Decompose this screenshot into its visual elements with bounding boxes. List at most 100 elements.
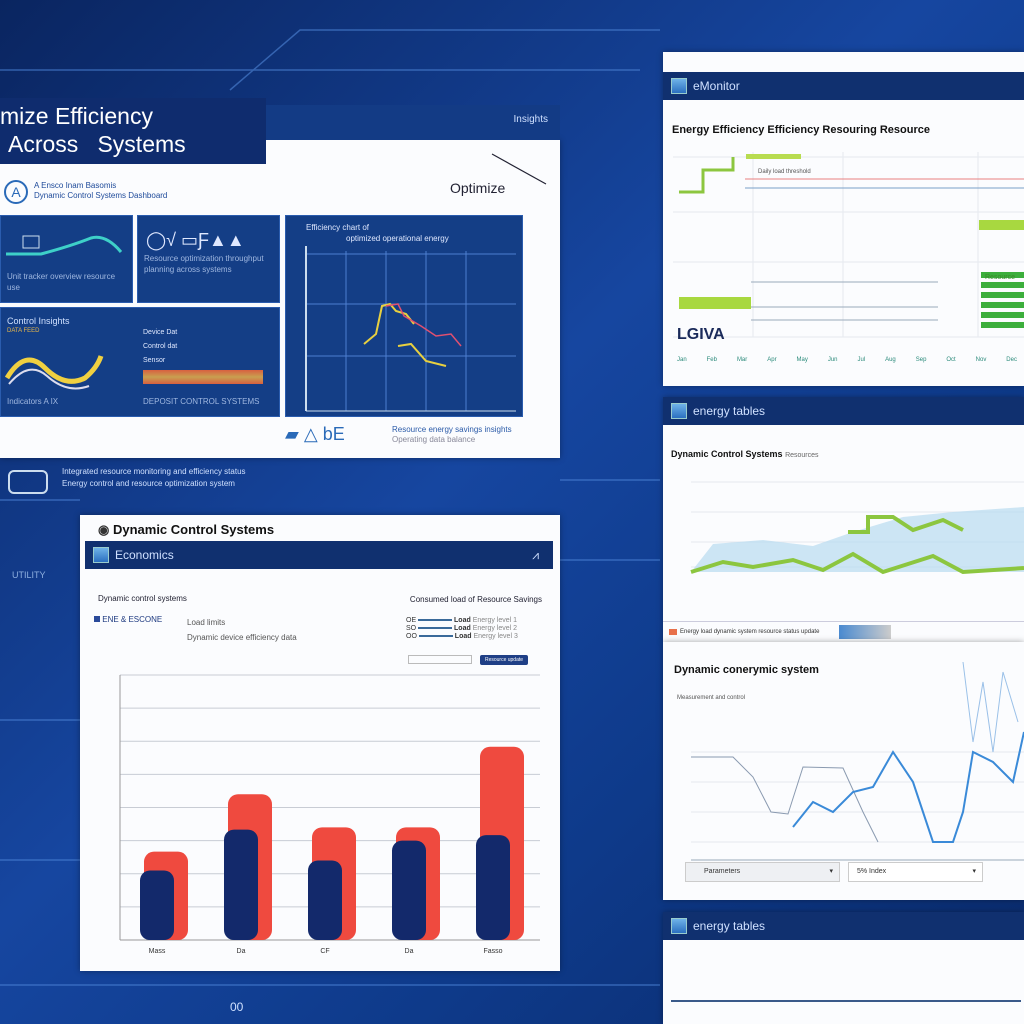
x-label: Feb bbox=[706, 357, 717, 363]
status-strip: Energy load dynamic system resource stat… bbox=[663, 621, 1024, 641]
hero-title-line1: mize Efficiency bbox=[0, 103, 153, 129]
filter-chip[interactable]: ENE & ESCONE bbox=[94, 615, 162, 624]
chevron-down-icon: ▾ bbox=[829, 868, 833, 875]
x-label: Oct bbox=[946, 357, 956, 363]
tile3-footer: Indicators A IX bbox=[7, 397, 59, 406]
bar-series2-0 bbox=[140, 870, 174, 940]
x-tick-label: CF bbox=[320, 948, 329, 955]
x-label: Jan bbox=[677, 357, 687, 363]
tile4-row: Device Dat bbox=[143, 329, 178, 336]
hero-title-banner: mize Efficiency Across Systems bbox=[0, 98, 266, 164]
tile4-row: Control dat bbox=[143, 343, 178, 350]
index-dropdown[interactable]: 5% Index ▾ bbox=[848, 862, 983, 882]
bar-series2-3 bbox=[392, 840, 426, 940]
resource-update-button[interactable]: Resource update bbox=[480, 655, 528, 665]
tile1-text: Unit tracker overview resource use bbox=[7, 272, 116, 292]
tile-optimization: ◯√ ▭Ƒ▲▲ Resource optimization throughput… bbox=[137, 215, 280, 303]
x-label: Jul bbox=[857, 357, 866, 363]
control-panel: ◉ Dynamic Control Systems Economics ⩘ Dyn… bbox=[80, 515, 560, 971]
vehicle-icon bbox=[8, 470, 48, 494]
filter-row1: Load limits bbox=[187, 618, 226, 627]
x-tick-label: Fasso bbox=[483, 948, 502, 955]
chart-title: Efficiency chart of optimized operational… bbox=[306, 222, 449, 244]
control-panel-title: ◉ Dynamic Control Systems bbox=[98, 522, 274, 538]
hero-top-strip: Insights bbox=[265, 105, 560, 140]
table-icon bbox=[671, 918, 687, 934]
tile2-text: Resource optimization throughput plannin… bbox=[144, 254, 264, 274]
right-caption: Consumed load of Resource Savings bbox=[409, 595, 542, 604]
progress-indicator bbox=[839, 624, 892, 639]
filter-label: ENE & ESCONE bbox=[102, 615, 163, 624]
tile3-sub: DATA FEED bbox=[7, 328, 40, 334]
bar-series2-4 bbox=[476, 835, 510, 940]
logo-text: LGIVA bbox=[677, 326, 725, 343]
search-input[interactable] bbox=[408, 655, 472, 664]
tile4-footer: DEPOSIT CONTROL SYSTEMS bbox=[143, 397, 260, 406]
efficiency-line-chart bbox=[305, 246, 516, 412]
chart-title-line1: Efficiency chart of bbox=[306, 223, 369, 232]
bar-series2-2 bbox=[308, 860, 342, 940]
chart-logo-icon: ⩘ bbox=[532, 547, 539, 562]
ticker-line2: Energy control and resource optimization… bbox=[62, 479, 235, 488]
bottom-code: 00 bbox=[230, 1000, 244, 1014]
energy-panel: energy tables Dynamic Control Systems Re… bbox=[663, 397, 1024, 642]
bottom-panel-header: energy tables bbox=[663, 912, 1024, 940]
tile4-row: Sensor bbox=[143, 357, 166, 364]
gauge-icon: ◉ bbox=[98, 522, 113, 537]
resource-panel-header: eMonitor bbox=[663, 72, 1024, 100]
control-panel-header: Economics ⩘ bbox=[85, 541, 553, 569]
legend-item: OE Load Energy level 1 bbox=[406, 617, 518, 624]
header-label: eMonitor bbox=[693, 79, 740, 93]
resource-title: Energy Efficiency Efficiency Resouring R… bbox=[672, 124, 930, 136]
x-axis-labels: Jan Feb Mar Apr May Jun Jul Aug Sep Oct Nov Dec bbox=[677, 357, 1017, 363]
energy-panel-header: energy tables bbox=[663, 397, 1024, 425]
subtitle: Dynamic control systems bbox=[98, 594, 187, 603]
x-label: Apr bbox=[767, 357, 777, 363]
dynamic-panel: Dynamic conerymic system Measurement and… bbox=[663, 642, 1024, 900]
x-tick-label: Da bbox=[405, 948, 414, 955]
resource-step-chart bbox=[673, 152, 1024, 338]
legend-logos: ▰ △ bE bbox=[285, 424, 345, 444]
dynamic-title: Dynamic conerymic system bbox=[674, 664, 819, 676]
x-label: Mar bbox=[736, 357, 748, 363]
legend-sub: Operating data balance bbox=[392, 435, 476, 444]
insights-link[interactable]: Insights bbox=[513, 114, 548, 125]
header-label: Economics bbox=[115, 548, 174, 562]
x-label: May bbox=[796, 357, 808, 363]
caption: Measurement and control bbox=[677, 695, 746, 701]
x-label: Nov bbox=[975, 357, 987, 363]
title-text: Dynamic Control Systems bbox=[112, 522, 275, 537]
tile-control-insights: Control Insights DATA FEED Indicators A … bbox=[0, 307, 280, 417]
chart-title-line2: optimized operational energy bbox=[346, 234, 449, 243]
dropdown-value: 5% Index bbox=[857, 868, 887, 875]
x-tick-label: Da bbox=[237, 948, 246, 955]
chevron-down-icon: ▾ bbox=[972, 868, 976, 875]
annotation: Daily load threshold bbox=[758, 169, 811, 175]
table-icon bbox=[671, 403, 687, 419]
optimize-label: Optimize bbox=[450, 180, 506, 196]
status-text: Energy load dynamic system resource stat… bbox=[680, 628, 820, 635]
dynamic-signal-chart bbox=[691, 661, 1024, 861]
tile4-rows: Device Dat Control dat Sensor bbox=[143, 326, 177, 368]
tile-resource-tracker: Unit tracker overview resource use bbox=[0, 215, 133, 303]
yellow-wave-graphic bbox=[5, 355, 104, 390]
x-tick-label: Mass bbox=[149, 948, 166, 955]
tile3-title: Control Insights bbox=[7, 316, 70, 326]
header-label: energy tables bbox=[693, 919, 766, 933]
parameters-dropdown[interactable]: Parameters ▾ bbox=[685, 862, 840, 882]
efficiency-chart-tile: Efficiency chart of optimized operational… bbox=[285, 215, 523, 417]
bottom-panel: energy tables bbox=[663, 912, 1024, 1024]
resource-panel: eMonitor Energy Efficiency Efficiency Re… bbox=[663, 52, 1024, 386]
hero-title-line2: Across Systems bbox=[8, 131, 186, 157]
dropdown-value: Parameters bbox=[704, 868, 741, 875]
hero-intro: A Ensco Inam Basomis Dynamic Control Sys… bbox=[34, 181, 167, 201]
x-label: Aug bbox=[885, 357, 896, 363]
legend: OE Load Energy level 1 SO Load Energy le… bbox=[406, 617, 518, 641]
chart-icon bbox=[671, 78, 687, 94]
legend-item: OO Load Energy level 3 bbox=[406, 633, 518, 640]
grid-icon bbox=[93, 547, 109, 563]
x-label: Jun bbox=[827, 357, 838, 363]
legend-text: Resource energy savings insights bbox=[392, 425, 512, 434]
side-label: Resource bbox=[985, 274, 1015, 281]
x-label: Dec bbox=[1006, 357, 1017, 363]
